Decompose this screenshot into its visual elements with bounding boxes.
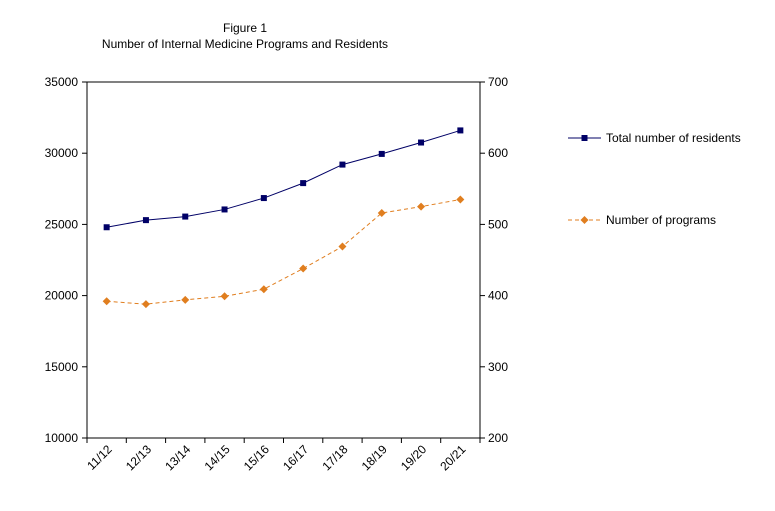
data-point (300, 180, 307, 187)
legend: Total number of residents Number of progr… (568, 131, 741, 227)
series-0 (103, 127, 464, 231)
data-point (456, 195, 465, 204)
y-left-tick-label: 30000 (45, 146, 79, 160)
data-point (299, 264, 308, 273)
x-tick-label: 16/17 (280, 442, 311, 473)
data-point (377, 209, 386, 218)
data-point (418, 139, 425, 146)
data-point (378, 150, 385, 157)
series-1 (102, 195, 465, 309)
x-tick-label: 18/19 (359, 442, 390, 473)
y-left-tick-label: 20000 (45, 289, 79, 303)
y-right-tick-label: 500 (488, 217, 508, 231)
data-point (220, 292, 229, 301)
x-tick-label: 13/14 (162, 442, 193, 473)
x-tick-label: 20/21 (437, 442, 468, 473)
y-right-tick-label: 700 (488, 75, 508, 89)
series-line-0 (106, 129, 461, 228)
x-tick-label: 12/13 (123, 442, 154, 473)
y-right-tick-label: 300 (488, 360, 508, 374)
y-right-tick-label: 200 (488, 431, 508, 445)
x-tick-label: 17/18 (319, 442, 350, 473)
data-point (221, 206, 228, 213)
x-tick-label: 15/16 (241, 442, 272, 473)
y-left-tick-label: 10000 (45, 431, 79, 445)
data-point (182, 213, 189, 220)
data-point (417, 202, 426, 211)
legend-item-1: Number of programs (568, 213, 716, 227)
y-left-tick-label: 15000 (45, 360, 79, 374)
y-left-tick-label: 35000 (45, 75, 79, 89)
series-layer (102, 127, 465, 309)
legend-label: Total number of residents (606, 131, 741, 145)
data-point (181, 295, 190, 304)
y-left-tick-label: 25000 (45, 217, 79, 231)
data-point (259, 285, 268, 294)
legend-marker (580, 216, 589, 224)
legend-marker (581, 135, 588, 141)
x-tick-label: 19/20 (398, 442, 429, 473)
data-point (141, 300, 150, 309)
data-point (457, 127, 464, 134)
y-right-tick-label: 400 (488, 289, 508, 303)
data-point (339, 161, 346, 168)
chart-subtitle: Number of Internal Medicine Programs and… (102, 37, 388, 51)
data-point (260, 195, 267, 202)
plot-frame (86, 81, 481, 439)
data-point (102, 297, 111, 306)
data-point (103, 224, 110, 231)
legend-item-0: Total number of residents (568, 131, 741, 145)
series-line-1 (106, 198, 461, 305)
legend-label: Number of programs (606, 213, 716, 227)
x-tick-label: 11/12 (84, 442, 115, 473)
x-tick-label: 14/15 (202, 442, 233, 473)
data-point (338, 242, 347, 251)
axes: 10000 15000 20000 25000 30000 35000 200 300 400 5… (45, 75, 509, 473)
data-point (142, 217, 149, 224)
chart-title: Figure 1 (223, 21, 267, 35)
y-right-tick-label: 600 (488, 146, 508, 160)
